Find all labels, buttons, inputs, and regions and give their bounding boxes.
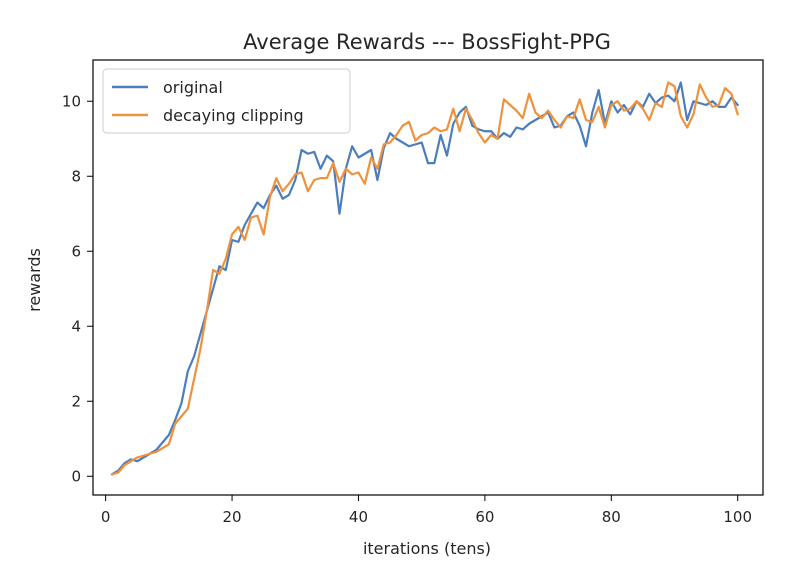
x-tick-label: 60 xyxy=(475,508,494,526)
x-axis-label: iterations (tens) xyxy=(363,539,491,558)
y-tick-label: 4 xyxy=(71,317,81,335)
legend-label-decaying-clipping: decaying clipping xyxy=(163,106,304,125)
x-tick-label: 100 xyxy=(723,508,752,526)
y-tick-label: 0 xyxy=(71,467,81,485)
y-tick-label: 2 xyxy=(71,392,81,410)
y-tick-label: 6 xyxy=(71,242,81,260)
x-tick-label: 20 xyxy=(223,508,242,526)
plot-area: 0 20 40 60 80 100 0 2 4 6 8 10 original decaying clip… xyxy=(62,59,764,526)
plot-frame xyxy=(92,59,764,496)
x-tick-label: 40 xyxy=(349,508,368,526)
series-line-decaying-clipping xyxy=(110,81,739,476)
legend-box xyxy=(102,68,351,134)
x-tick-label: 0 xyxy=(101,508,111,526)
y-axis-label: rewards xyxy=(25,248,44,312)
y-tick-label: 10 xyxy=(62,92,81,110)
x-tick-label: 80 xyxy=(602,508,621,526)
chart-title: Average Rewards --- BossFight-PPG xyxy=(243,30,611,54)
y-tick-label: 8 xyxy=(71,167,81,185)
series-line-original xyxy=(110,81,739,476)
legend-label-original: original xyxy=(163,78,223,97)
